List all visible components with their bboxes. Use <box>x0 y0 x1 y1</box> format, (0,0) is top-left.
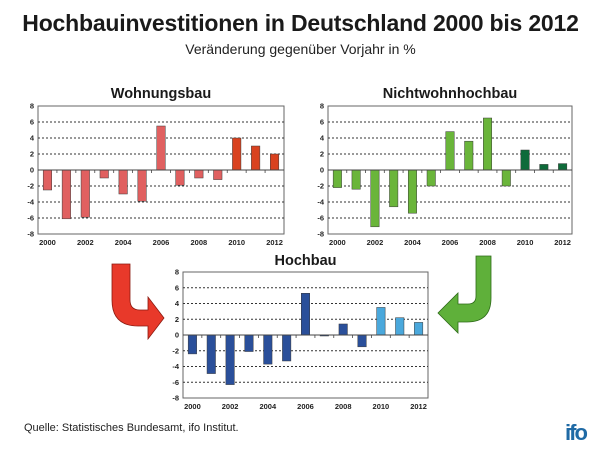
bar-hochbau-2003 <box>244 334 254 352</box>
y-tick-label: -6 <box>27 214 34 223</box>
page-title: Hochbauinvestitionen in Deutschland 2000… <box>22 10 579 36</box>
bar-hochbau-2004 <box>263 334 273 365</box>
ifo-logo: ifo <box>565 420 588 445</box>
bar-wohnungsbau-2003 <box>99 169 109 179</box>
x-tick-label: 2008 <box>191 238 208 247</box>
y-tick-label: -4 <box>317 198 324 207</box>
bar-hochbau-2011 <box>395 317 405 336</box>
bar-nichtwohnhochbau-2007 <box>464 140 474 171</box>
x-tick-label: 2002 <box>367 238 384 247</box>
bar-hochbau-2009 <box>357 334 367 348</box>
y-tick-label: -8 <box>317 230 324 239</box>
x-tick-label: 2006 <box>153 238 170 247</box>
source-note: Quelle: Statistisches Bundesamt, ifo Ins… <box>24 422 239 434</box>
bar-nichtwohnhochbau-2005 <box>426 169 436 187</box>
bar-wohnungsbau-2009 <box>213 169 223 180</box>
x-tick-label: 2004 <box>404 238 422 247</box>
chart-title-nichtwohnhochbau: Nichtwohnhochbau <box>382 86 518 102</box>
y-tick-label: -2 <box>317 182 324 191</box>
bar-nichtwohnhochbau-2008 <box>483 117 493 171</box>
y-tick-label: 4 <box>320 134 325 143</box>
x-tick-label: 2012 <box>410 402 427 411</box>
y-tick-label: -8 <box>27 230 34 239</box>
bar-nichtwohnhochbau-2004 <box>407 169 417 214</box>
bar-nichtwohnhochbau-2009 <box>501 169 511 187</box>
y-tick-label: 8 <box>320 102 324 111</box>
x-tick-label: 2006 <box>442 238 459 247</box>
bar-wohnungsbau-2004 <box>118 169 128 195</box>
y-tick-label: -8 <box>172 394 179 403</box>
chart-title-hochbau: Hochbau <box>274 253 337 269</box>
bar-wohnungsbau-2000 <box>42 169 52 191</box>
y-tick-label: 2 <box>175 315 179 324</box>
y-tick-label: -2 <box>27 182 34 191</box>
bar-hochbau-2012 <box>414 322 424 336</box>
bar-hochbau-2006 <box>301 293 310 336</box>
y-tick-label: 6 <box>30 118 34 127</box>
page-subtitle: Veränderung gegenüber Vorjahr in % <box>185 41 416 57</box>
y-tick-label: -6 <box>172 378 179 387</box>
x-tick-label: 2004 <box>115 238 133 247</box>
x-tick-label: 2012 <box>266 238 283 247</box>
chart-title-wohnungsbau: Wohnungsbau <box>110 86 212 102</box>
x-tick-label: 2010 <box>517 238 534 247</box>
y-tick-label: 6 <box>175 283 179 292</box>
y-tick-label: 8 <box>30 102 34 111</box>
chart-hochbau: 8 6 4 2 0 -2 -4 -6 -8 2000 2002 2004 2006 2008 2010 201… <box>172 268 429 411</box>
x-tick-label: 2010 <box>373 402 390 411</box>
bar-hochbau-2010 <box>376 307 386 336</box>
y-tick-label: 8 <box>175 268 179 277</box>
bar-wohnungsbau-2011 <box>251 145 261 171</box>
bar-wohnungsbau-2005 <box>137 169 147 202</box>
bar-nichtwohnhochbau-2011 <box>539 164 549 171</box>
arrow-right-icon <box>437 255 492 334</box>
x-tick-label: 2006 <box>297 402 314 411</box>
x-tick-label: 2010 <box>228 238 245 247</box>
y-tick-label: -4 <box>27 198 34 207</box>
x-tick-label: 2012 <box>554 238 571 247</box>
bar-nichtwohnhochbau-2003 <box>389 169 399 208</box>
chart-nichtwohnhochbau: 8 6 4 2 0 -2 -4 -6 -8 2000 2002 2004 2006 2008 2010 201… <box>317 102 573 247</box>
y-tick-label: 0 <box>30 166 34 175</box>
x-tick-label: 2000 <box>329 238 346 247</box>
y-tick-label: 2 <box>320 150 324 159</box>
y-tick-label: 4 <box>30 134 35 143</box>
bar-hochbau-2005 <box>282 334 292 362</box>
y-tick-label: 0 <box>320 166 324 175</box>
x-tick-label: 2000 <box>39 238 56 247</box>
bar-nichtwohnhochbau-2010 <box>520 149 530 171</box>
bar-wohnungsbau-2002 <box>80 169 90 218</box>
y-tick-label: 4 <box>175 299 180 308</box>
y-tick-label: 2 <box>30 150 34 159</box>
bar-nichtwohnhochbau-2012 <box>558 163 568 171</box>
bar-nichtwohnhochbau-2001 <box>351 169 361 190</box>
bar-nichtwohnhochbau-2000 <box>332 169 342 188</box>
x-tick-label: 2000 <box>184 402 201 411</box>
bar-wohnungsbau-2006 <box>156 125 166 171</box>
x-tick-label: 2002 <box>77 238 94 247</box>
x-tick-label: 2008 <box>479 238 496 247</box>
bar-hochbau-2008 <box>338 323 348 336</box>
y-tick-label: 0 <box>175 331 179 340</box>
x-tick-label: 2004 <box>259 402 277 411</box>
x-tick-label: 2008 <box>335 402 352 411</box>
y-tick-label: -2 <box>172 346 179 355</box>
bar-wohnungsbau-2012 <box>270 153 280 171</box>
bar-wohnungsbau-2007 <box>175 169 185 186</box>
bar-nichtwohnhochbau-2002 <box>370 169 380 228</box>
y-tick-label: -4 <box>172 362 179 371</box>
bar-wohnungsbau-2010 <box>232 137 242 171</box>
bar-wohnungsbau-2001 <box>61 169 71 220</box>
bar-hochbau-2000 <box>187 334 197 355</box>
bar-wohnungsbau-2008 <box>194 169 204 179</box>
arrow-left-icon <box>111 263 165 341</box>
x-tick-label: 2002 <box>222 402 239 411</box>
bar-hochbau-2001 <box>206 334 216 374</box>
bar-hochbau-2002 <box>225 334 235 385</box>
bar-nichtwohnhochbau-2006 <box>445 131 455 171</box>
y-tick-label: -6 <box>317 214 324 223</box>
y-tick-label: 6 <box>320 118 324 127</box>
chart-wohnungsbau: 8 6 4 2 0 -2 -4 -6 -8 2000 2002 2004 2006 2008 2010 201… <box>27 102 285 247</box>
